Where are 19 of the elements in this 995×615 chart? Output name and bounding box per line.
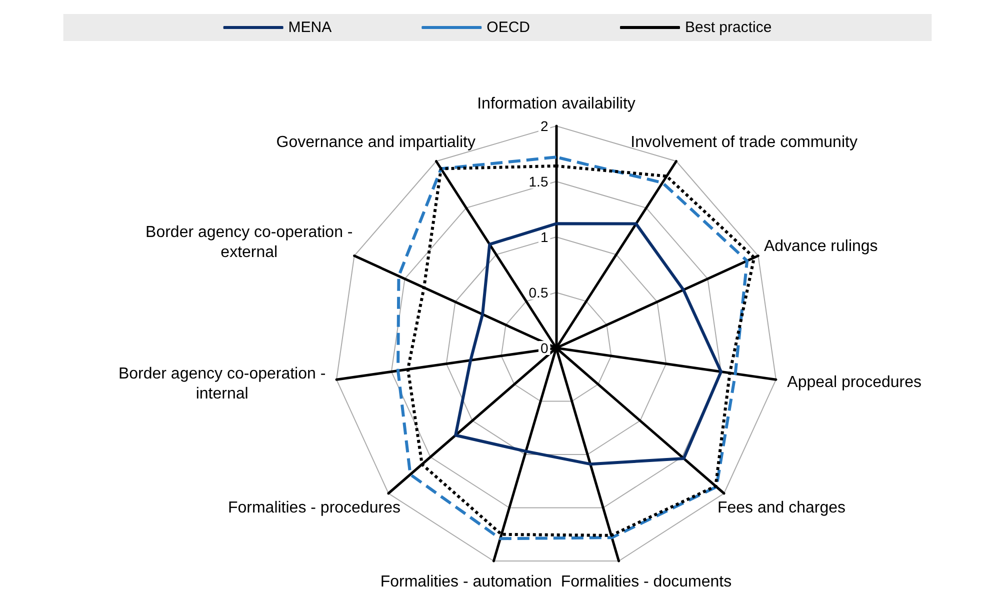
spoke-label: Appeal procedures: [787, 374, 922, 392]
legend-label: MENA: [288, 19, 332, 36]
spoke-label: Information availability: [477, 96, 636, 112]
spoke-label: Border agency co-operation - internal: [118, 366, 326, 403]
spoke-label: Formalities - procedures: [228, 499, 400, 516]
y-tick-label: 1.5: [528, 174, 548, 190]
y-tick-label: 0: [540, 340, 548, 356]
legend-label: OECD: [486, 19, 530, 36]
legend-label: Best practice: [684, 19, 772, 36]
y-tick-label: 2: [540, 118, 548, 134]
spoke-label: Formalities - documents: [560, 574, 732, 591]
spoke-label: Fees and charges: [717, 499, 846, 516]
y-tick-label: 0.5: [528, 284, 548, 300]
spoke-label: Involvement of trade community: [630, 134, 858, 152]
spoke-label: Advance rulings: [764, 238, 878, 256]
spoke-label: Formalities - automation: [380, 574, 552, 591]
y-tick-label: 1: [540, 229, 548, 245]
spoke-label: Governance and impartiality: [276, 134, 476, 152]
spoke-label: Border agency co-operation - external: [146, 224, 353, 261]
